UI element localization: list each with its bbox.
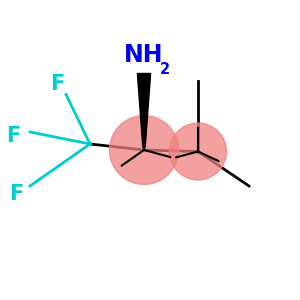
Circle shape — [169, 123, 226, 180]
Text: 2: 2 — [160, 61, 170, 76]
Text: F: F — [6, 127, 21, 146]
Polygon shape — [137, 74, 151, 147]
Text: F: F — [9, 184, 24, 203]
Circle shape — [110, 116, 178, 184]
Text: NH: NH — [124, 44, 164, 68]
Text: F: F — [50, 74, 64, 94]
